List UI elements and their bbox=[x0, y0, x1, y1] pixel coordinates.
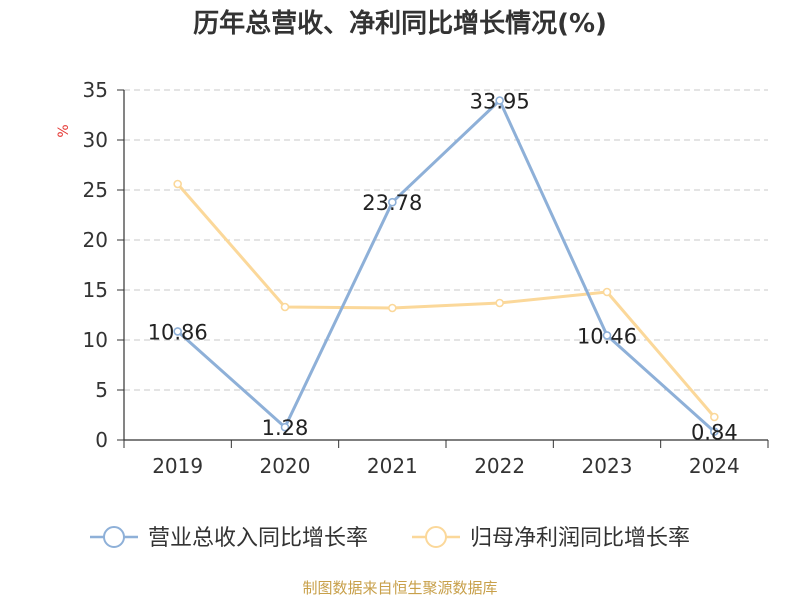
data-label: 10.86 bbox=[148, 320, 208, 344]
y-tick-label: 35 bbox=[83, 78, 108, 102]
y-tick-label: 25 bbox=[83, 178, 108, 202]
series-line-2 bbox=[176, 183, 716, 418]
y-tick-label: 0 bbox=[95, 428, 108, 452]
data-point-1 bbox=[173, 327, 182, 336]
legend-marker-1 bbox=[103, 526, 125, 548]
chart-title: 历年总营收、净利同比增长情况(%) bbox=[193, 9, 607, 39]
y-tick-label: 30 bbox=[83, 128, 108, 152]
data-point-2 bbox=[280, 302, 290, 312]
data-label: 23.78 bbox=[362, 191, 422, 215]
x-tick-label: 2022 bbox=[474, 454, 525, 478]
y-tick-label: 20 bbox=[83, 228, 108, 252]
legend-label-1: 营业总收入同比增长率 bbox=[148, 526, 368, 551]
data-point-1 bbox=[280, 422, 290, 432]
x-tick-label: 2024 bbox=[689, 454, 740, 478]
y-tick-label: 15 bbox=[83, 278, 108, 302]
data-point-1 bbox=[388, 197, 397, 207]
x-tick-label: 2019 bbox=[152, 454, 203, 478]
data-point-2 bbox=[602, 287, 612, 297]
data-point-1 bbox=[495, 96, 504, 105]
y-axis-label: % bbox=[56, 124, 72, 137]
data-label: 10.46 bbox=[577, 324, 637, 348]
data-point-2 bbox=[495, 298, 504, 308]
data-point-2 bbox=[710, 412, 719, 422]
y-tick-label: 5 bbox=[95, 378, 108, 402]
x-tick-label: 2021 bbox=[367, 454, 418, 478]
data-point-1 bbox=[602, 331, 612, 340]
legend-label-2: 归母净利润同比增长率 bbox=[470, 526, 690, 551]
x-tick-label: 2020 bbox=[260, 454, 311, 478]
legend-marker-2 bbox=[425, 526, 447, 548]
x-tick-label: 2023 bbox=[582, 454, 633, 478]
data-label: 0.84 bbox=[691, 421, 738, 445]
data-point-2 bbox=[388, 303, 397, 313]
data-point-2 bbox=[173, 179, 182, 189]
data-label: 1.28 bbox=[262, 416, 309, 440]
y-tick-label: 10 bbox=[83, 328, 108, 352]
source-note: 制图数据来自恒生聚源数据库 bbox=[302, 579, 498, 597]
data-label: 33.95 bbox=[470, 90, 530, 114]
series-line-1 bbox=[176, 99, 716, 433]
data-point-1 bbox=[710, 427, 719, 436]
